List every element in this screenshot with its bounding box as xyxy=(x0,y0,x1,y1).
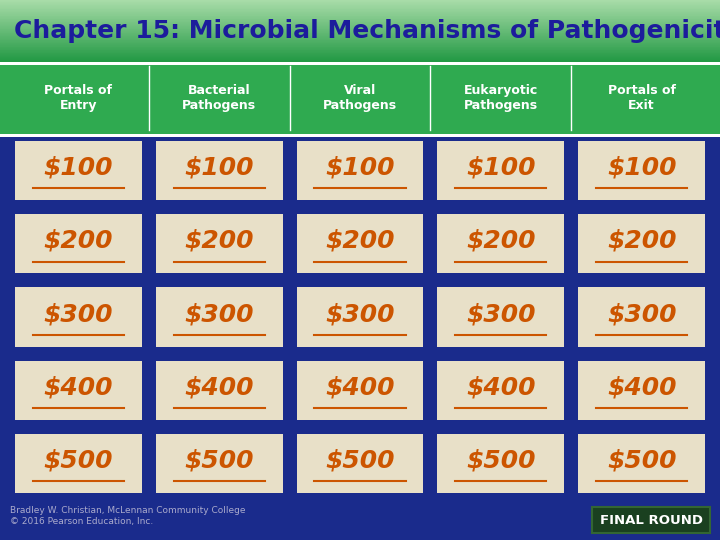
Text: $100: $100 xyxy=(325,156,395,180)
Bar xyxy=(438,214,564,273)
Text: Portals of
Exit: Portals of Exit xyxy=(608,84,675,112)
Text: Bradley W. Christian, McLennan Community College
© 2016 Pearson Education, Inc.: Bradley W. Christian, McLennan Community… xyxy=(10,507,246,526)
Text: $400: $400 xyxy=(184,375,254,399)
Bar xyxy=(15,434,142,493)
Bar xyxy=(438,141,564,200)
Text: Portals of
Entry: Portals of Entry xyxy=(45,84,112,112)
Text: $500: $500 xyxy=(325,448,395,472)
Bar xyxy=(592,507,710,533)
Text: $400: $400 xyxy=(607,375,676,399)
Text: $100: $100 xyxy=(466,156,536,180)
Text: $200: $200 xyxy=(44,229,113,253)
Bar xyxy=(578,214,705,273)
Text: $500: $500 xyxy=(184,448,254,472)
Bar xyxy=(578,434,705,493)
Text: $300: $300 xyxy=(607,302,676,326)
Bar xyxy=(156,287,283,347)
Bar xyxy=(156,141,283,200)
Text: $200: $200 xyxy=(466,229,536,253)
Text: FINAL ROUND: FINAL ROUND xyxy=(600,514,703,526)
Bar xyxy=(156,434,283,493)
Bar xyxy=(438,287,564,347)
Text: Chapter 15: Microbial Mechanisms of Pathogenicity: Chapter 15: Microbial Mechanisms of Path… xyxy=(14,19,720,43)
Text: $500: $500 xyxy=(44,448,113,472)
Bar xyxy=(578,141,705,200)
Bar xyxy=(15,141,142,200)
Text: $400: $400 xyxy=(44,375,113,399)
Text: $400: $400 xyxy=(325,375,395,399)
Bar xyxy=(15,214,142,273)
Text: $100: $100 xyxy=(184,156,254,180)
Text: $300: $300 xyxy=(44,302,113,326)
Text: $500: $500 xyxy=(466,448,536,472)
Bar xyxy=(297,214,423,273)
Text: $300: $300 xyxy=(325,302,395,326)
Text: Bacterial
Pathogens: Bacterial Pathogens xyxy=(182,84,256,112)
Bar xyxy=(156,361,283,420)
Text: $100: $100 xyxy=(44,156,113,180)
Text: Eukaryotic
Pathogens: Eukaryotic Pathogens xyxy=(464,84,538,112)
Text: $400: $400 xyxy=(466,375,536,399)
Bar xyxy=(297,434,423,493)
Bar xyxy=(578,287,705,347)
Bar xyxy=(156,214,283,273)
Bar xyxy=(438,361,564,420)
Bar xyxy=(578,361,705,420)
Text: $200: $200 xyxy=(325,229,395,253)
Text: $200: $200 xyxy=(607,229,676,253)
Text: Viral
Pathogens: Viral Pathogens xyxy=(323,84,397,112)
Text: $100: $100 xyxy=(607,156,676,180)
Bar xyxy=(297,141,423,200)
Text: $300: $300 xyxy=(466,302,536,326)
Bar xyxy=(438,434,564,493)
Bar xyxy=(297,287,423,347)
Bar xyxy=(15,361,142,420)
Text: $300: $300 xyxy=(184,302,254,326)
Bar xyxy=(297,361,423,420)
Bar xyxy=(15,287,142,347)
Text: $500: $500 xyxy=(607,448,676,472)
Text: $200: $200 xyxy=(184,229,254,253)
